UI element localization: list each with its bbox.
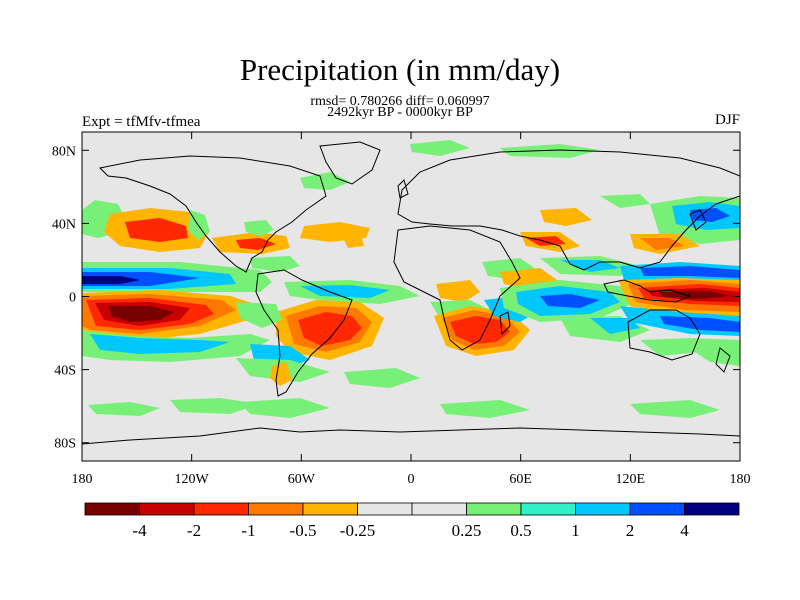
anomaly-contour [298,312,362,346]
season-label: DJF [714,112,740,128]
stats-line: rmsd= 0.780266 diff= 0.060997 [310,94,490,109]
anomaly-contour [236,238,276,250]
anomaly-contour [540,208,592,226]
anomaly-contour [250,256,300,272]
coast-greenland [319,141,381,185]
anomaly-contour [660,291,730,299]
anomaly-contour [640,266,740,278]
anomaly-contour [88,402,160,416]
coast-south-america [255,269,353,397]
anomaly-contour [560,260,620,272]
anomaly-contour [526,236,566,246]
coast-antarctica [82,427,740,445]
coast-north-america [98,155,327,273]
lon-tick-label: 120W [175,472,210,487]
anomaly-contour [170,398,260,414]
anomaly-contour [82,276,140,284]
anomaly-contour [640,338,700,356]
anomaly-contour [690,338,740,366]
anomaly-contour [600,194,650,208]
colorbar: -4 -2 -1 -0.5 -0.25 0.25 0.5 1 2 4 [84,502,740,540]
colorbar-label: -1 [241,521,255,540]
colorbar-label: -2 [187,521,201,540]
coast-maritime-continent [603,279,692,303]
anomaly-contour [690,208,730,222]
lat-tick-label: 40N [52,217,76,232]
lat-tick-label: 80N [52,144,76,159]
lat-tick-label: 80S [54,437,76,452]
colorbar-swatch [357,502,413,516]
lon-tick-label: 60W [288,472,316,487]
colorbar-swatch [629,502,685,516]
period-line: 2492kyr BP - 0000kyr BP [327,105,473,120]
coastlines [82,141,740,445]
anomaly-contour [630,400,720,418]
colorbar-label: -0.5 [290,521,317,540]
experiment-label: Expt = tfMfv-tfmea [82,114,201,130]
coast-new-zealand [715,347,731,373]
colorbar-swatch [139,502,195,516]
colorbar-swatch [411,502,467,516]
anomaly-contour [344,368,420,388]
lon-tick-label: 60E [509,472,532,487]
colorbar-swatch [248,502,304,516]
colorbar-swatch [520,502,576,516]
colorbar-swatch [466,502,522,516]
colorbar-swatch [84,502,140,516]
anomaly-contour [500,144,600,158]
map-axes: 80N 40N 0 40S 80S 180 120W 60W 0 60E 120E 180 [52,132,751,487]
coast-europe-asia [397,149,740,271]
coast-madagascar [499,311,511,336]
lon-tick-label: 180 [72,472,93,487]
colorbar-swatch [575,502,631,516]
colorbar-label: 0.25 [452,521,482,540]
colorbar-label: -4 [132,521,147,540]
lat-tick-label: 0 [69,291,76,306]
coast-australia [627,309,701,361]
colorbar-label: 0.5 [510,521,531,540]
colorbar-label: 2 [626,521,635,540]
anomaly-contour [450,316,510,344]
anomaly-contour [244,220,274,236]
lon-tick-label: 120E [616,472,646,487]
anomaly-contour [340,232,364,248]
anomaly-contour [640,238,684,250]
anomaly-contour [108,306,174,322]
anomaly-field [82,140,740,418]
anomaly-contour [410,140,470,156]
chart-title: Precipitation (in mm/day) [239,52,561,87]
colorbar-swatch [684,502,740,516]
colorbar-label: 1 [571,521,580,540]
anomaly-contour [90,334,230,354]
colorbar-swatch [302,502,358,516]
anomaly-contour [436,280,480,302]
anomaly-contour [300,172,350,190]
coast-uk [397,179,409,199]
anomaly-contour [125,218,188,242]
colorbar-label: -0.25 [340,521,375,540]
lon-tick-label: 180 [730,472,751,487]
colorbar-swatch [193,502,249,516]
anomaly-contour [660,316,740,332]
anomaly-contour [540,294,600,308]
anomaly-contour [440,400,530,418]
anomaly-contour [240,398,330,418]
lat-tick-label: 40S [54,364,76,379]
anomaly-contour [236,302,282,328]
lon-tick-label: 0 [408,472,415,487]
coast-japan [689,209,707,231]
colorbar-label: 4 [680,521,689,540]
coast-africa [393,225,521,351]
